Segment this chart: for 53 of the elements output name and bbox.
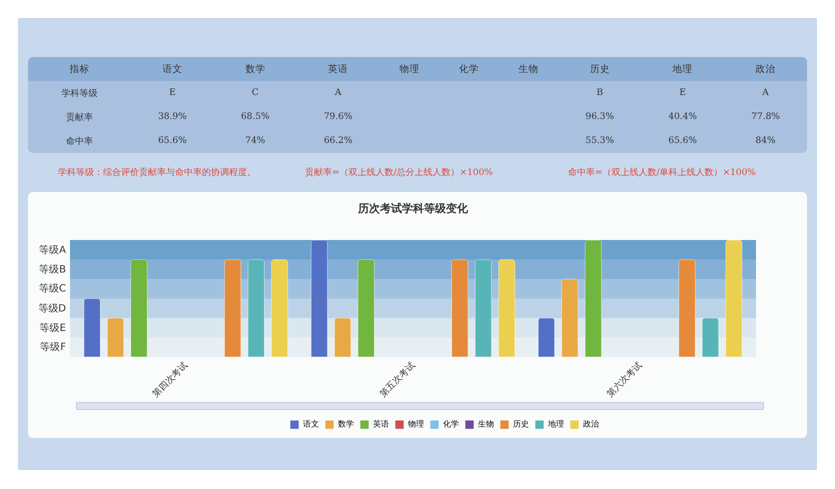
text: 68.5%: [240, 112, 270, 122]
band-label: 等级B: [39, 263, 66, 276]
category-label: 历史: [558, 57, 642, 81]
text: A: [334, 88, 342, 98]
text: 74%: [245, 136, 266, 146]
text: 65.6%: [158, 136, 187, 146]
text: 84%: [756, 136, 776, 146]
text: 学科等级：综合评价贡献率与命中率的协调程度。: [58, 166, 256, 179]
legend-label: 生物: [478, 420, 494, 429]
text: 命中率=（双上线人数/单科上线人数）×100%: [568, 166, 756, 179]
category-label: 化学: [439, 57, 499, 81]
text: 66.2%: [324, 136, 352, 146]
text: 96.3%: [585, 112, 614, 122]
legend-label: 数学: [338, 420, 354, 429]
band-label: 等级E: [40, 322, 66, 334]
chart-title: 历次考试学科等级变化: [357, 202, 469, 215]
text: 77.8%: [751, 112, 780, 122]
text: 贡献率=（双上线人数/总分上线人数）×100%: [305, 166, 493, 179]
band-label: 等级F: [40, 341, 66, 354]
text: 55.3%: [585, 136, 614, 146]
band-label: 等级A: [39, 244, 66, 256]
text: B: [596, 88, 604, 98]
category-label: 数学: [214, 57, 297, 81]
x-tick-label: 第五次考试: [378, 360, 418, 400]
legend-label: 历史: [513, 420, 529, 429]
x-tick-label: 第四次考试: [150, 360, 190, 400]
text: 40.4%: [668, 112, 697, 122]
legend-label: 物理: [408, 420, 424, 429]
x-tick-label: 第六次考试: [604, 360, 644, 400]
legend-label: 地理: [547, 420, 564, 429]
text: E: [679, 88, 686, 98]
category-label: 命中率: [66, 136, 93, 146]
category-label: 生物: [498, 57, 558, 81]
category-label: 英语: [296, 57, 380, 81]
category-label: 物理: [380, 57, 440, 81]
text: 65.6%: [668, 136, 697, 146]
band-label: 等级C: [39, 282, 66, 295]
text: 38.9%: [158, 112, 187, 122]
category-label: 语文: [130, 57, 214, 81]
category-label: 学科等级: [61, 88, 98, 98]
text: C: [252, 88, 259, 98]
legend-label: 政治: [583, 420, 599, 429]
text: 指标: [28, 57, 131, 81]
text: E: [169, 88, 176, 98]
text: A: [762, 88, 769, 98]
legend-label: 语文: [303, 420, 319, 429]
legend-label: 化学: [443, 420, 459, 429]
legend-label: 英语: [373, 420, 389, 429]
category-label: 政治: [724, 57, 807, 81]
category-label: 地理: [641, 57, 724, 81]
text: 79.6%: [324, 112, 352, 122]
band-label: 等级D: [38, 302, 66, 314]
category-label: 贡献率: [66, 112, 93, 122]
